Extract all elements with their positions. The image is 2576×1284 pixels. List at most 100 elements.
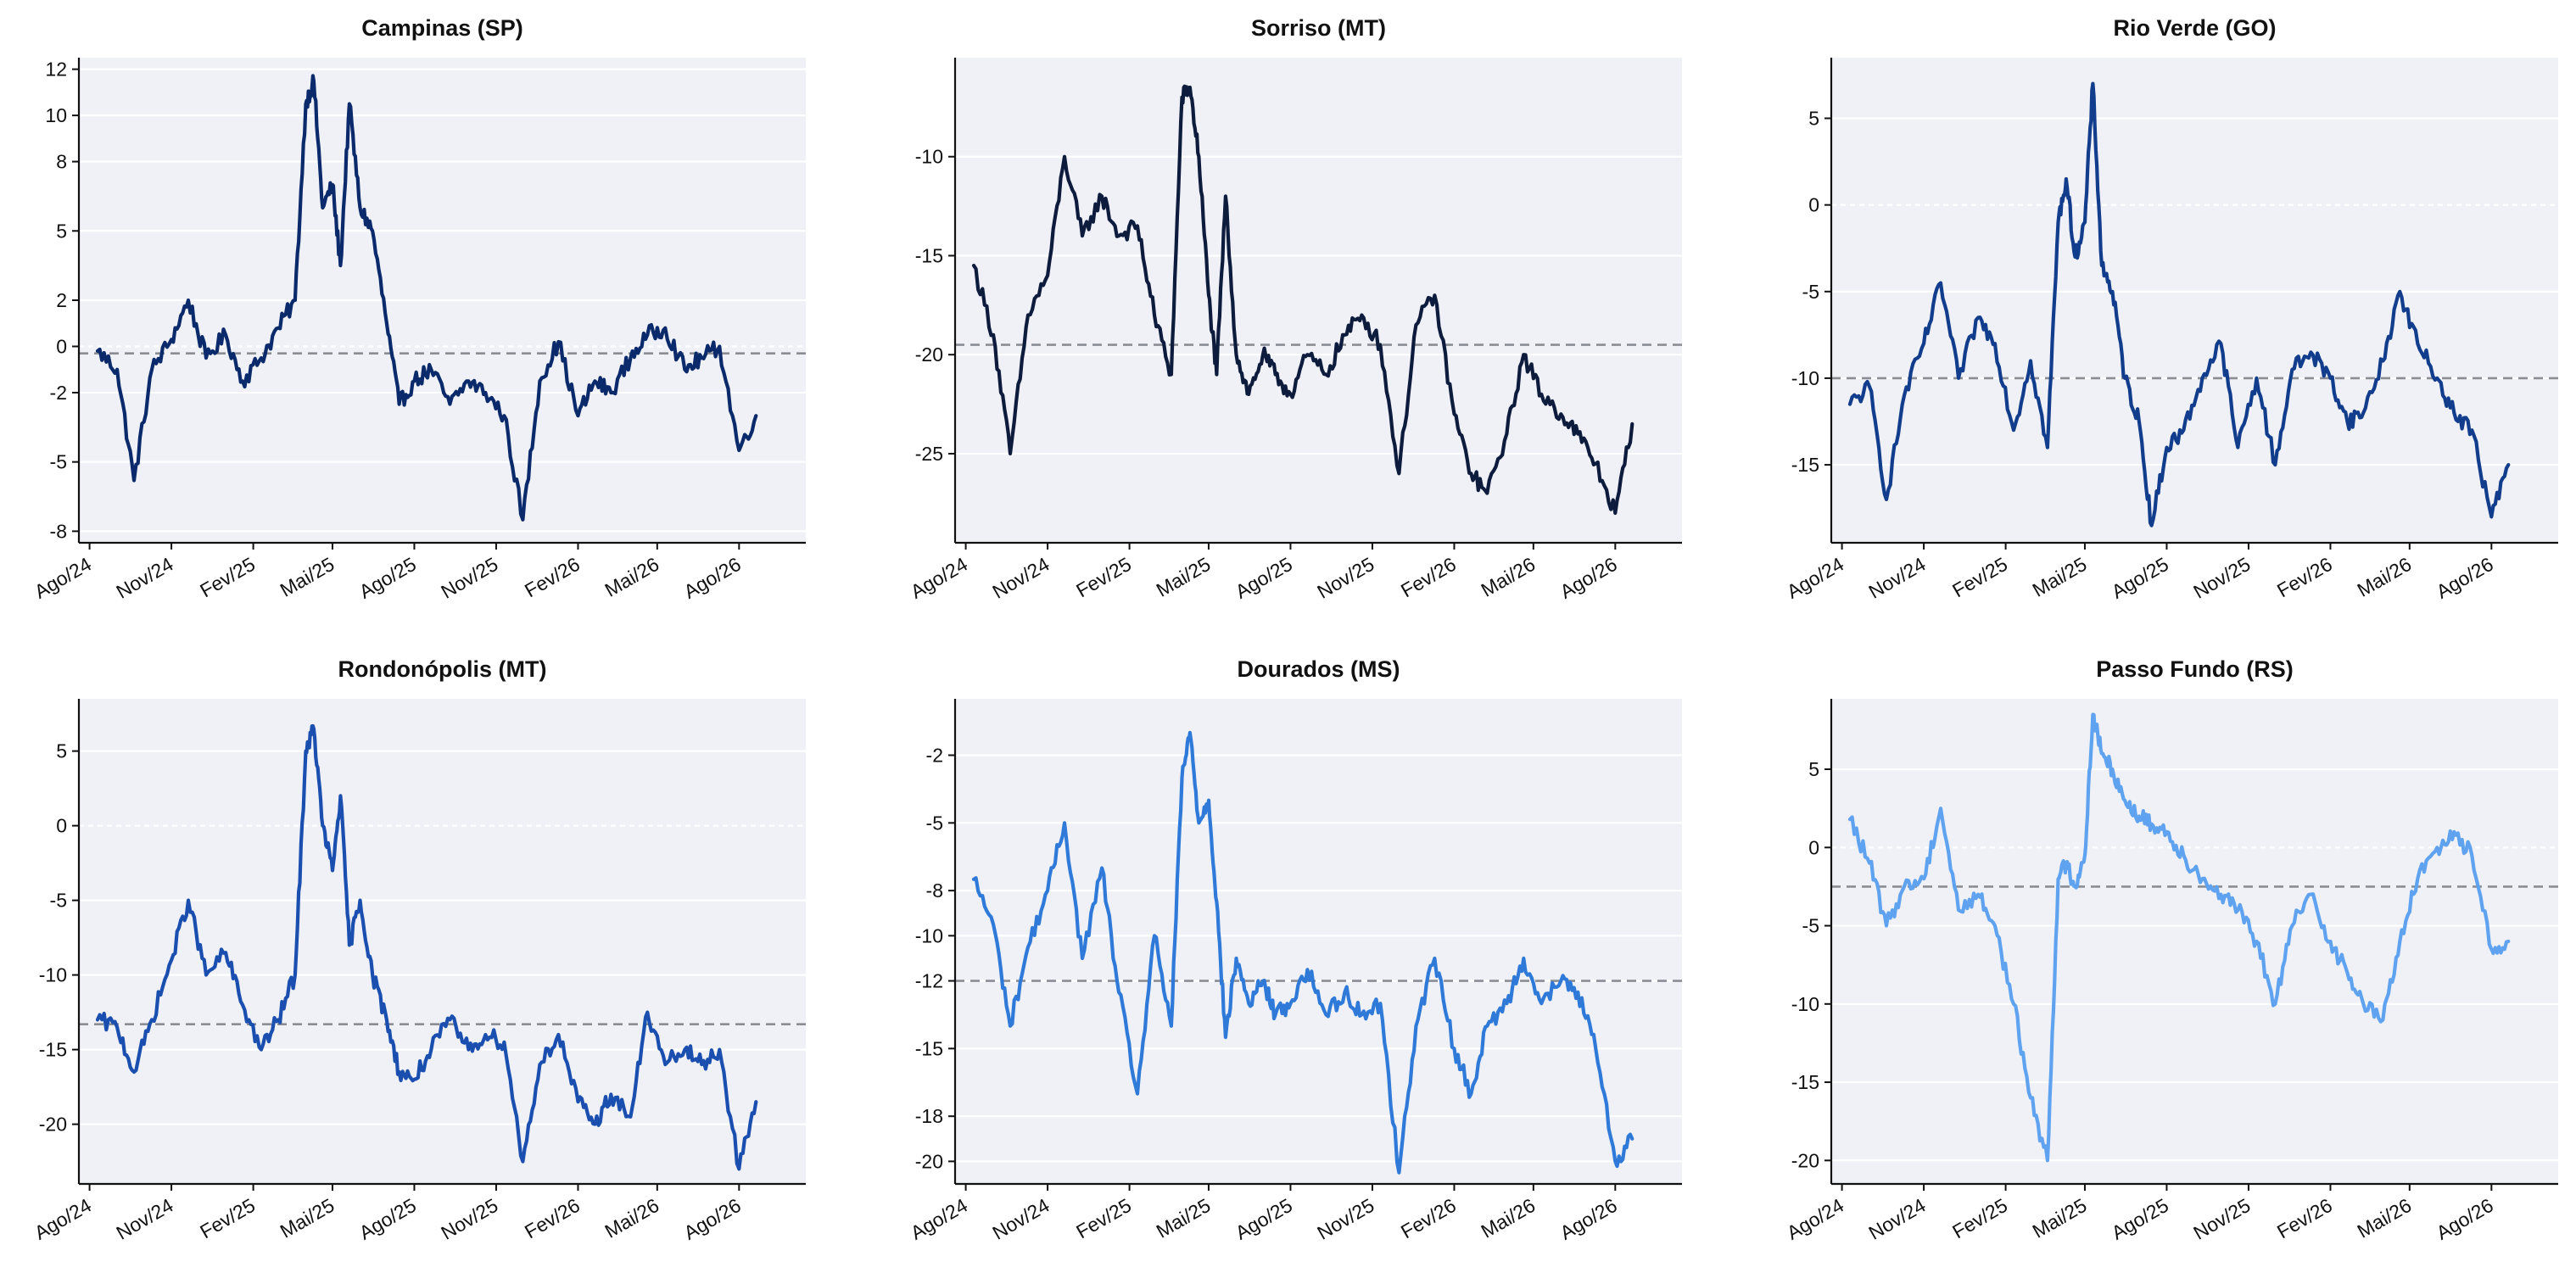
y-tick-label: -15: [1791, 1071, 1819, 1093]
y-tick-label: -10: [1791, 993, 1819, 1015]
y-tick-label: -15: [39, 1039, 67, 1061]
series-line: [971, 84, 1634, 516]
y-tick-label: 0: [1808, 836, 1819, 858]
y-tick-label: -12: [915, 970, 943, 992]
panel-sorriso: -25 -20 -15 -10 Ago/24 Nov/24 Fev/25 Mai/25 Ago/…: [907, 15, 1682, 603]
plot-background: [1831, 58, 2558, 543]
x-tick-label: Nov/25: [1313, 553, 1377, 603]
x-tick-label: Fev/26: [2273, 1194, 2336, 1243]
x-tick-label: Nov/25: [1313, 1194, 1377, 1244]
y-tick-label: 5: [56, 220, 67, 242]
x-tick-label: Mai/26: [601, 1194, 663, 1242]
panel-rio-verde: -15 -10 -5 0 5 Ago/24 Nov/24 Fev/25 Mai/25 Ago/25…: [1783, 15, 2558, 603]
x-tick-label: Fev/26: [521, 1194, 584, 1243]
y-tick-label: -5: [1802, 281, 1819, 303]
x-tick-label: Ago/26: [1556, 1194, 1621, 1244]
x-tick-label: Nov/25: [437, 553, 501, 603]
plot-background: [79, 699, 806, 1184]
x-tick-label: Fev/26: [2273, 553, 2336, 602]
panel-title: Campinas (SP): [361, 15, 523, 41]
y-tick-label: -20: [1791, 1149, 1819, 1171]
x-tick-label: Ago/26: [2433, 1194, 2497, 1244]
y-tick-label: -2: [50, 382, 67, 404]
panel-passo-fundo: -20 -15 -10 -5 0 5 Ago/24 Nov/24 Fev/25 Mai/25 Ago…: [1783, 656, 2558, 1244]
x-tick-label: Nov/25: [2189, 553, 2254, 603]
y-tick-label: -20: [915, 1150, 943, 1172]
x-tick-label: Ago/26: [1556, 553, 1621, 603]
y-tick-label: -5: [50, 451, 67, 473]
x-tick-label: Ago/24: [907, 553, 971, 603]
x-tick-label: Fev/25: [196, 1194, 259, 1243]
y-tick-label: -10: [39, 964, 67, 986]
y-tick-label: -20: [915, 343, 943, 366]
y-tick-label: 2: [56, 289, 67, 311]
y-tick-label: 12: [45, 59, 67, 81]
panel-title: Rondonópolis (MT): [338, 656, 547, 682]
x-tick-label: Ago/25: [2108, 1194, 2172, 1244]
plot-background: [955, 699, 1682, 1184]
series-line: [1847, 712, 2511, 1163]
y-tick-label: 8: [56, 151, 67, 173]
panel-rondonopolis: -20 -15 -10 -5 0 5 Ago/24 Nov/24 Fev/25 Mai/25 Ago…: [31, 656, 806, 1244]
y-tick-label: -8: [926, 879, 943, 902]
y-tick-label: 5: [1808, 108, 1819, 130]
panel-dourados: -20 -18 -15 -12 -10 -8 -5 -2 Ago/24 Nov/24 Fev/25 M…: [907, 656, 1682, 1244]
y-tick-label: -10: [915, 146, 943, 168]
y-tick-label: 0: [56, 335, 67, 357]
x-tick-label: Fev/25: [1948, 1194, 2011, 1243]
x-tick-label: Ago/24: [1783, 1194, 1847, 1244]
x-tick-label: Mai/25: [2029, 1194, 2091, 1242]
panel-title: Rio Verde (GO): [2113, 15, 2276, 41]
y-tick-label: -5: [50, 890, 67, 912]
y-tick-label: 5: [1808, 758, 1819, 780]
x-tick-label: Fev/25: [196, 553, 259, 602]
series-line: [95, 74, 758, 522]
x-tick-label: Ago/26: [680, 553, 745, 603]
x-tick-label: Ago/25: [2108, 553, 2172, 603]
x-tick-label: Mai/26: [2354, 1194, 2416, 1242]
x-tick-label: Mai/26: [1478, 1194, 1539, 1242]
x-tick-label: Nov/24: [988, 553, 1053, 603]
x-tick-label: Nov/24: [1864, 1194, 1929, 1244]
x-tick-label: Mai/25: [1153, 1194, 1215, 1242]
x-tick-label: Fev/25: [1072, 553, 1135, 602]
y-tick-label: -20: [39, 1114, 67, 1136]
x-tick-label: Fev/26: [521, 553, 584, 602]
x-tick-label: Nov/24: [112, 553, 176, 603]
x-tick-label: Ago/25: [355, 553, 420, 603]
series-line: [971, 730, 1634, 1175]
series-line: [1847, 81, 2511, 528]
y-tick-label: -25: [915, 443, 943, 465]
x-tick-label: Fev/25: [1948, 553, 2011, 602]
x-tick-label: Ago/25: [1232, 1194, 1296, 1244]
plot-background: [955, 58, 1682, 543]
x-tick-label: Ago/24: [31, 553, 95, 603]
x-tick-label: Mai/26: [601, 553, 663, 601]
x-tick-label: Nov/25: [437, 1194, 501, 1244]
y-tick-label: 0: [56, 815, 67, 837]
x-tick-label: Nov/24: [988, 1194, 1053, 1244]
x-tick-label: Mai/25: [1153, 553, 1215, 601]
y-tick-label: -5: [926, 812, 943, 834]
x-tick-label: Mai/26: [1478, 553, 1539, 601]
y-tick-label: -5: [1802, 915, 1819, 937]
x-tick-label: Mai/25: [2029, 553, 2091, 601]
x-tick-label: Nov/24: [112, 1194, 176, 1244]
y-tick-label: 10: [45, 104, 67, 126]
y-tick-label: 5: [56, 740, 67, 762]
y-tick-label: -8: [50, 520, 67, 542]
x-tick-label: Mai/25: [277, 553, 338, 601]
x-tick-label: Mai/25: [277, 1194, 338, 1242]
x-tick-label: Ago/26: [680, 1194, 745, 1244]
x-tick-label: Ago/24: [907, 1194, 971, 1244]
panel-title: Sorriso (MT): [1251, 15, 1386, 41]
series-line: [95, 723, 758, 1171]
y-tick-label: -15: [915, 1037, 943, 1059]
panel-title: Dourados (MS): [1238, 656, 1400, 682]
x-tick-label: Nov/25: [2189, 1194, 2254, 1244]
x-tick-label: Fev/26: [1397, 1194, 1460, 1243]
x-tick-label: Ago/24: [31, 1194, 95, 1244]
x-tick-label: Ago/25: [355, 1194, 420, 1244]
panel-campinas: -8 -5 -2 0 2 5 8 10 12 Ago/24 Nov/24 Fev/25 Mai/25 Ag…: [31, 15, 806, 603]
